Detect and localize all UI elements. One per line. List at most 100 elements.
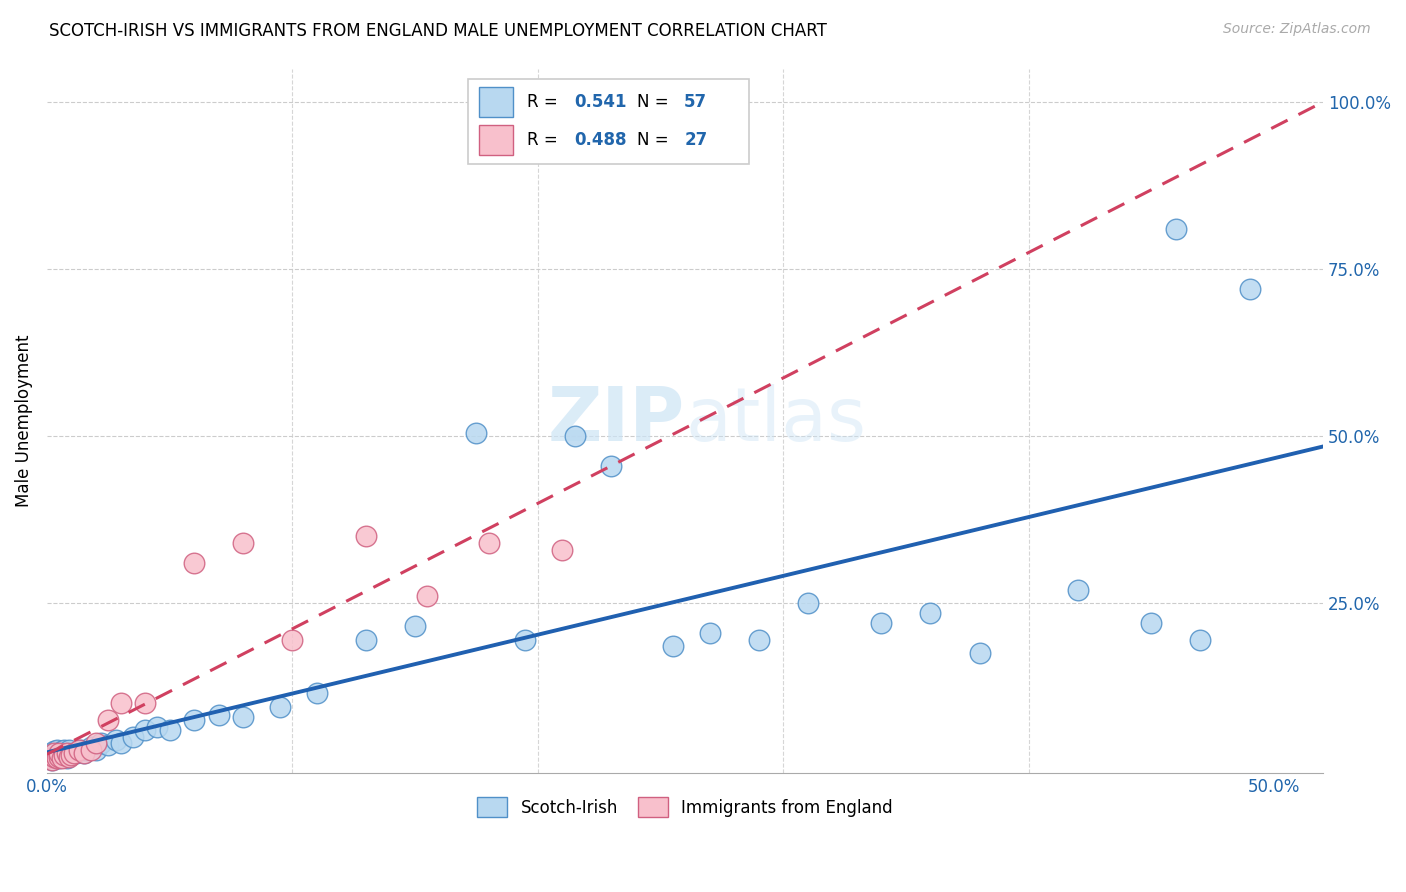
- Point: [1239, 282, 1261, 296]
- Point: [51, 749, 73, 764]
- Point: [232, 709, 254, 723]
- Text: N =: N =: [637, 131, 673, 149]
- Point: [41, 747, 63, 761]
- Point: [75, 743, 97, 757]
- Point: [104, 733, 127, 747]
- Point: [551, 542, 574, 557]
- Point: [51, 744, 73, 758]
- Point: [55, 747, 77, 761]
- Point: [53, 748, 76, 763]
- Point: [90, 736, 112, 750]
- Point: [354, 529, 377, 543]
- Point: [404, 619, 426, 633]
- Point: [699, 626, 721, 640]
- Point: [41, 753, 63, 767]
- Point: [146, 720, 169, 734]
- Point: [45, 751, 67, 765]
- Point: [48, 751, 70, 765]
- Text: R =: R =: [527, 131, 562, 149]
- Point: [183, 713, 205, 727]
- Text: 0.488: 0.488: [575, 131, 627, 149]
- Point: [465, 425, 488, 440]
- Point: [796, 596, 818, 610]
- Text: 57: 57: [685, 93, 707, 111]
- Point: [748, 632, 770, 647]
- Text: atlas: atlas: [685, 384, 866, 458]
- Point: [58, 748, 80, 763]
- Point: [232, 536, 254, 550]
- Point: [97, 738, 120, 752]
- Point: [60, 748, 83, 763]
- Point: [661, 640, 683, 654]
- Point: [70, 743, 93, 757]
- Point: [44, 744, 66, 758]
- Point: [41, 753, 63, 767]
- Point: [97, 713, 120, 727]
- Point: [478, 536, 501, 550]
- Point: [159, 723, 181, 737]
- Point: [45, 749, 67, 764]
- Point: [969, 646, 991, 660]
- Point: [1140, 616, 1163, 631]
- Point: [600, 459, 623, 474]
- Point: [48, 749, 70, 764]
- Point: [58, 743, 80, 757]
- Text: 0.541: 0.541: [575, 93, 627, 111]
- Point: [80, 739, 103, 754]
- Text: SCOTCH-IRISH VS IMMIGRANTS FROM ENGLAND MALE UNEMPLOYMENT CORRELATION CHART: SCOTCH-IRISH VS IMMIGRANTS FROM ENGLAND …: [49, 22, 827, 40]
- Point: [110, 696, 132, 710]
- Point: [44, 751, 66, 765]
- Point: [44, 747, 66, 761]
- Text: N =: N =: [637, 93, 673, 111]
- Point: [60, 748, 83, 763]
- Point: [73, 747, 96, 761]
- Point: [208, 708, 231, 723]
- Text: Source: ZipAtlas.com: Source: ZipAtlas.com: [1223, 22, 1371, 37]
- Point: [48, 747, 70, 761]
- Point: [1067, 582, 1090, 597]
- Point: [44, 749, 66, 764]
- Point: [67, 744, 90, 758]
- Point: [354, 632, 377, 647]
- Point: [84, 736, 107, 750]
- Point: [55, 751, 77, 765]
- Point: [1164, 222, 1187, 236]
- Point: [80, 743, 103, 757]
- Text: ZIP: ZIP: [548, 384, 685, 458]
- Text: 27: 27: [685, 131, 707, 149]
- Point: [564, 429, 586, 443]
- Point: [121, 730, 143, 744]
- Point: [134, 723, 156, 737]
- Point: [48, 747, 70, 761]
- Point: [183, 556, 205, 570]
- Point: [920, 606, 942, 620]
- Point: [515, 632, 537, 647]
- Point: [65, 747, 87, 761]
- Point: [134, 696, 156, 710]
- Y-axis label: Male Unemployment: Male Unemployment: [15, 334, 32, 508]
- Legend: Scotch-Irish, Immigrants from England: Scotch-Irish, Immigrants from England: [468, 789, 901, 825]
- Point: [305, 686, 328, 700]
- Point: [55, 747, 77, 761]
- Point: [63, 747, 86, 761]
- Point: [84, 743, 107, 757]
- Point: [53, 743, 76, 757]
- Point: [67, 743, 90, 757]
- Point: [416, 590, 439, 604]
- Point: [63, 747, 86, 761]
- Point: [58, 749, 80, 764]
- Point: [45, 743, 67, 757]
- Point: [870, 616, 893, 631]
- Point: [38, 751, 60, 765]
- Point: [269, 699, 291, 714]
- Point: [38, 749, 60, 764]
- Bar: [479, 87, 513, 117]
- Bar: [479, 125, 513, 155]
- Point: [1189, 632, 1212, 647]
- Point: [110, 736, 132, 750]
- FancyBboxPatch shape: [468, 79, 749, 164]
- Text: R =: R =: [527, 93, 562, 111]
- Point: [73, 747, 96, 761]
- Point: [51, 751, 73, 765]
- Point: [53, 748, 76, 763]
